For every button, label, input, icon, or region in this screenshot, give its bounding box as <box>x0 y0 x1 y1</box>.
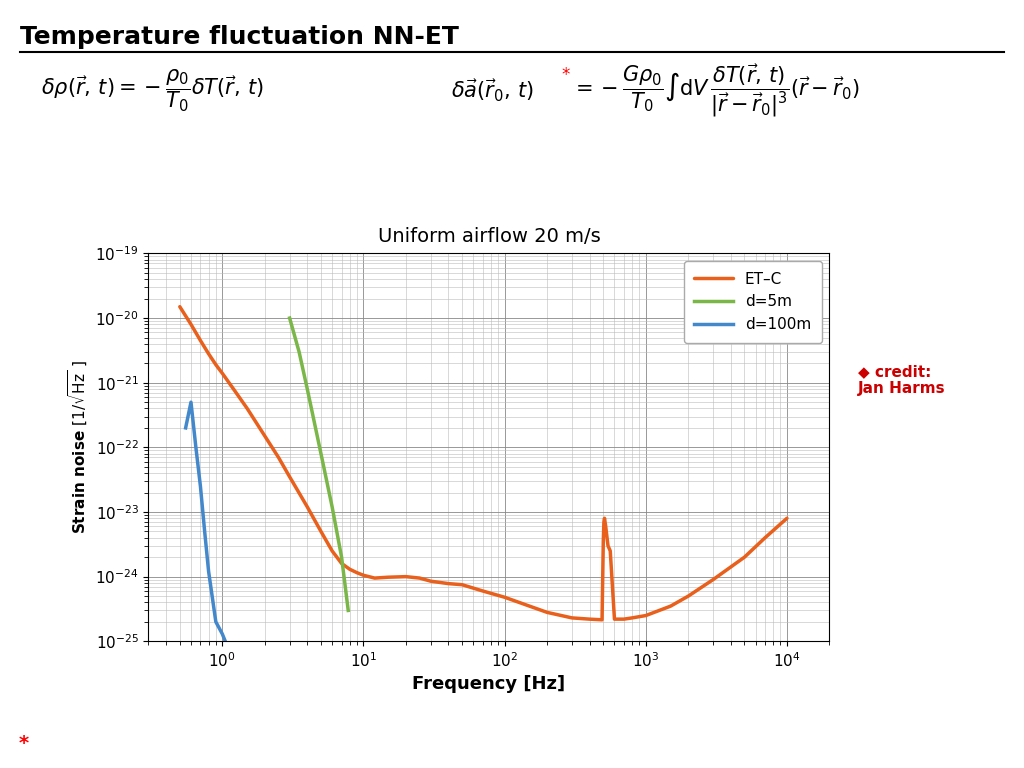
ET–C <box>665 601 677 611</box>
Text: 15: 15 <box>974 734 998 752</box>
ET–C <box>399 572 412 581</box>
Title: Uniform airflow 20 m/s: Uniform airflow 20 m/s <box>378 227 600 247</box>
Text: $\delta\rho(\vec{r},\,t) = -\dfrac{\rho_0}{T_0}\delta T(\vec{r},\,t)$: $\delta\rho(\vec{r},\,t) = -\dfrac{\rho_… <box>41 68 264 114</box>
d=5m <box>284 313 296 323</box>
ET–C <box>203 349 215 359</box>
ET–C <box>284 472 296 482</box>
d=5m <box>314 449 327 458</box>
d=5m <box>293 347 305 356</box>
ET–C <box>414 574 426 583</box>
ET–C <box>314 527 327 536</box>
ET–C <box>425 577 437 586</box>
Line: ET–C: ET–C <box>180 306 787 620</box>
ET–C <box>326 546 338 555</box>
ET–C <box>599 521 611 531</box>
ET–C <box>640 611 652 621</box>
Legend: ET–C, d=5m, d=100m: ET–C, d=5m, d=100m <box>684 261 822 343</box>
ET–C <box>598 514 610 523</box>
ET–C <box>617 614 630 624</box>
d=5m <box>326 502 338 511</box>
ET–C <box>259 432 271 441</box>
ET–C <box>781 514 794 523</box>
X-axis label: Frequency [Hz]: Frequency [Hz] <box>413 675 565 694</box>
ET–C <box>566 614 579 623</box>
ET–C <box>707 575 719 584</box>
d=5m <box>301 384 313 393</box>
Text: ◆ credit:
Jan Harms: ◆ credit: Jan Harms <box>858 364 946 396</box>
ET–C <box>598 518 610 527</box>
ET–C <box>584 614 596 624</box>
d=100m <box>219 637 231 646</box>
ET–C <box>351 568 364 578</box>
ET–C <box>596 615 608 624</box>
ET–C <box>608 614 621 624</box>
ET–C <box>759 533 771 542</box>
d=100m <box>189 442 202 452</box>
d=5m <box>342 606 354 615</box>
ET–C <box>216 369 228 378</box>
d=100m <box>184 398 197 407</box>
d=5m <box>336 552 348 561</box>
ET–C <box>682 591 694 601</box>
ET–C <box>602 541 614 551</box>
ET–C <box>456 580 468 589</box>
Text: *: * <box>18 733 29 753</box>
ET–C <box>442 579 455 588</box>
d=100m <box>199 527 211 536</box>
d=100m <box>203 567 215 576</box>
Text: $= -\dfrac{G\rho_0}{T_0} \int \mathrm{d}V\, \dfrac{\delta T(\vec{r},\,t)}{|\vec{: $= -\dfrac{G\rho_0}{T_0} \int \mathrm{d}… <box>571 62 860 119</box>
ET–C <box>738 552 751 561</box>
Y-axis label: Strain noise $[1/\sqrt{\mathrm{Hz}}\ ]$: Strain noise $[1/\sqrt{\mathrm{Hz}}\ ]$ <box>67 360 90 535</box>
ET–C <box>357 571 370 580</box>
Text: $*$: $*$ <box>561 64 571 82</box>
ET–C <box>626 614 638 623</box>
ET–C <box>541 607 553 617</box>
ET–C <box>523 601 536 611</box>
ET–C <box>604 546 616 555</box>
ET–C <box>241 404 253 413</box>
ET–C <box>476 587 488 596</box>
ET–C <box>344 564 356 574</box>
Text: Harms, Living Rev. Relativ. (2015): Harms, Living Rev. Relativ. (2015) <box>29 736 287 750</box>
ET–C <box>382 573 394 582</box>
ET–C <box>174 302 186 311</box>
Text: $\delta\vec{a}(\vec{r}_0,\,t)$: $\delta\vec{a}(\vec{r}_0,\,t)$ <box>451 78 534 104</box>
ET–C <box>195 336 207 345</box>
Line: d=5m: d=5m <box>290 318 348 611</box>
ET–C <box>301 502 313 511</box>
Line: d=100m: d=100m <box>185 402 225 641</box>
d=100m <box>210 617 222 627</box>
Text: Temperature fluctuation NN-ET: Temperature fluctuation NN-ET <box>20 25 460 48</box>
ET–C <box>184 319 197 329</box>
ET–C <box>210 360 222 369</box>
ET–C <box>336 559 348 568</box>
ET–C <box>272 453 285 462</box>
Text: EGRAAL Meeting 10/01/2018: EGRAAL Meeting 10/01/2018 <box>402 736 622 750</box>
ET–C <box>369 574 381 583</box>
d=100m <box>179 423 191 432</box>
ET–C <box>499 593 511 602</box>
ET–C <box>597 537 609 546</box>
ET–C <box>227 384 240 393</box>
d=100m <box>195 482 207 491</box>
d=100m <box>216 629 228 638</box>
